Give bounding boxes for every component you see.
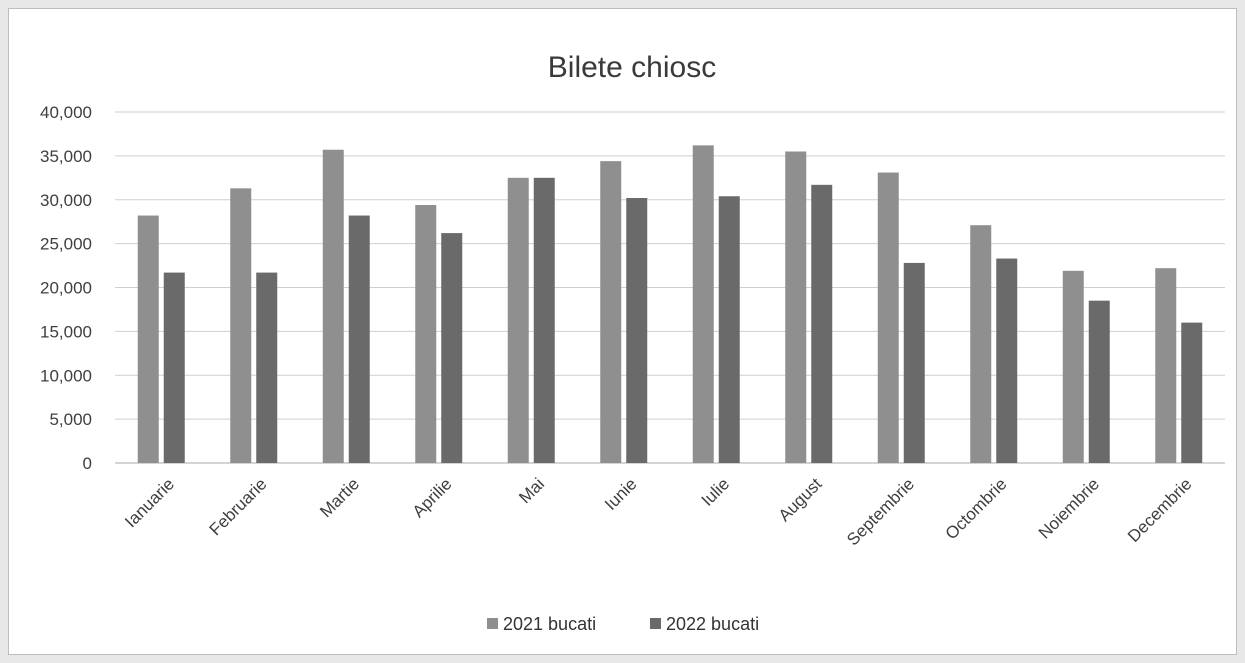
bar-series-2-mai bbox=[533, 177, 555, 463]
bar-series-2-ianuarie bbox=[163, 272, 185, 463]
x-category-label: Decembrie bbox=[1124, 474, 1196, 546]
y-tick-label: 40,000 bbox=[40, 103, 92, 122]
x-category-label: Septembrie bbox=[843, 474, 918, 549]
x-category-label: Martie bbox=[316, 474, 363, 521]
bar-series-2-martie bbox=[348, 215, 370, 463]
bar-series-1-mai bbox=[507, 177, 529, 463]
legend-swatch-1 bbox=[487, 618, 498, 629]
legend-swatch-2 bbox=[650, 618, 661, 629]
y-axis-tick-labels: 0 5,000 10,000 15,000 20,000 25,000 30,000 35,0… bbox=[40, 103, 92, 473]
legend: 2021 bucati 2022 bucati bbox=[487, 614, 759, 634]
bar-series-2-octombrie bbox=[996, 258, 1018, 463]
bar-series-1-august bbox=[785, 151, 807, 464]
bar-series-1-noiembrie bbox=[1062, 270, 1084, 463]
x-category-label: Ianuarie bbox=[121, 474, 178, 531]
bar-series-1-septembrie bbox=[877, 172, 899, 464]
bar-series-1-iunie bbox=[600, 161, 622, 463]
bar-series-2-septembrie bbox=[903, 262, 925, 463]
x-category-label: Octombrie bbox=[942, 474, 1011, 543]
bar-series-2-februarie bbox=[256, 272, 278, 463]
bar-series-1-aprilie bbox=[415, 205, 437, 463]
x-category-label: Mai bbox=[515, 474, 548, 507]
bar-series-2-august bbox=[811, 184, 833, 463]
bar-series-1-iulie bbox=[692, 145, 714, 463]
chart-title: Bilete chiosc bbox=[548, 51, 716, 84]
x-category-label: August bbox=[775, 474, 826, 525]
x-axis-category-labels: Ianuarie Februarie Martie Aprilie Mai Iunie Iu… bbox=[121, 474, 1195, 549]
bar-series-1-octombrie bbox=[970, 225, 992, 463]
bar-series-2-decembrie bbox=[1181, 322, 1203, 463]
bar-series-1-martie bbox=[322, 149, 344, 464]
bar-series-2-noiembrie bbox=[1088, 300, 1110, 463]
y-tick-label: 15,000 bbox=[40, 322, 92, 341]
x-category-label: Iunie bbox=[601, 474, 641, 514]
y-tick-label: 20,000 bbox=[40, 279, 92, 298]
bar-series-1-februarie bbox=[230, 188, 252, 463]
bar-series-2-iulie bbox=[718, 196, 740, 464]
y-tick-label: 35,000 bbox=[40, 147, 92, 166]
bar-series-2-aprilie bbox=[441, 233, 463, 463]
y-tick-label: 25,000 bbox=[40, 235, 92, 254]
x-category-label: Iulie bbox=[698, 474, 733, 509]
legend-label-1: 2021 bucati bbox=[503, 614, 596, 634]
x-category-label: Aprilie bbox=[409, 474, 456, 521]
bar-series-1-ianuarie bbox=[137, 215, 159, 463]
y-tick-label: 10,000 bbox=[40, 366, 92, 385]
legend-label-2: 2022 bucati bbox=[666, 614, 759, 634]
y-tick-label: 30,000 bbox=[40, 191, 92, 210]
y-tick-label: 5,000 bbox=[49, 410, 92, 429]
gridlines bbox=[115, 111, 1225, 464]
y-tick-label: 0 bbox=[83, 454, 92, 473]
bar-series-1-decembrie bbox=[1155, 268, 1177, 463]
x-category-label: Februarie bbox=[206, 474, 271, 539]
x-category-label: Noiembrie bbox=[1035, 474, 1103, 542]
bars bbox=[137, 145, 1203, 464]
bar-series-2-iunie bbox=[626, 197, 648, 463]
